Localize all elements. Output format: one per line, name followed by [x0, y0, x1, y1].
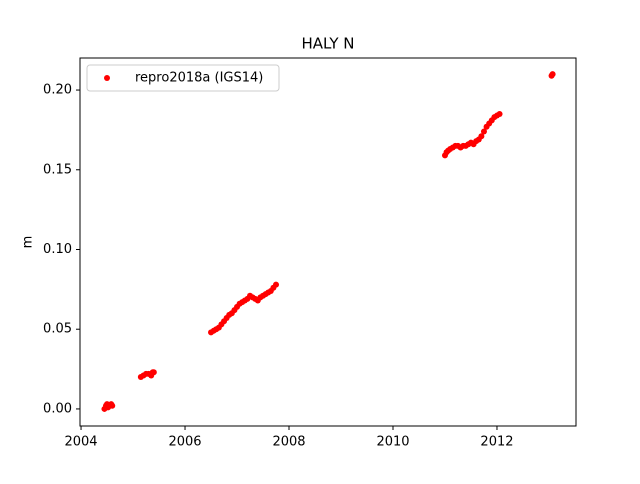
x-tick-label: 2012	[480, 435, 513, 450]
x-tick-label: 2008	[272, 435, 305, 450]
y-tick-label: 0.15	[43, 162, 72, 177]
point	[480, 128, 487, 135]
legend-label: repro2018a (IGS14)	[135, 71, 263, 86]
x-tick-label: 2010	[376, 435, 409, 450]
point	[478, 133, 485, 140]
point	[549, 71, 556, 78]
y-tick-label: 0.00	[43, 401, 72, 416]
x-tick-label: 2006	[168, 435, 201, 450]
x-tick-label: 2004	[64, 435, 97, 450]
point	[109, 402, 116, 409]
y-tick-label: 0.20	[43, 83, 72, 98]
legend-marker	[104, 75, 110, 81]
chart-title: HALY N	[301, 35, 354, 53]
point	[150, 369, 157, 376]
y-axis-label: m	[21, 236, 36, 249]
legend-box	[86, 64, 280, 92]
plot-frame	[79, 57, 577, 427]
y-tick-label: 0.10	[43, 242, 72, 257]
y-tick-label: 0.05	[43, 322, 72, 337]
point	[273, 281, 280, 288]
point	[496, 110, 503, 117]
